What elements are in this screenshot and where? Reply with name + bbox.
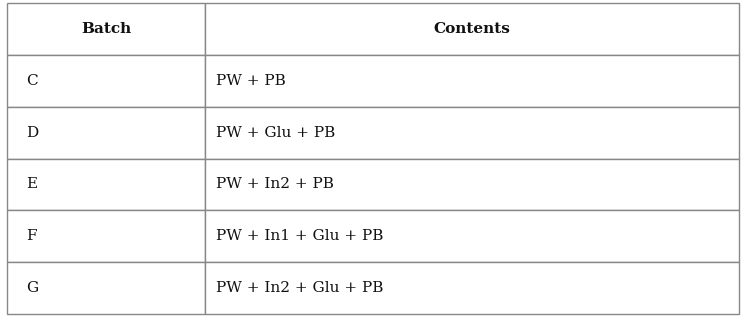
Text: G: G [26,281,38,295]
Text: D: D [26,126,38,139]
Bar [205,262,739,314]
Text: C: C [26,74,38,88]
Text: PW + PB: PW + PB [216,74,286,88]
Bar [7,107,205,158]
Text: E: E [26,178,37,191]
Bar [205,158,739,210]
Text: F: F [26,229,37,243]
Bar [205,107,739,158]
Bar [7,210,205,262]
Text: PW + In2 + PB: PW + In2 + PB [216,178,334,191]
Bar [7,262,205,314]
Bar [7,55,205,107]
Text: PW + Glu + PB: PW + Glu + PB [216,126,335,139]
Text: PW + In2 + Glu + PB: PW + In2 + Glu + PB [216,281,383,295]
Bar [7,158,205,210]
Text: Contents: Contents [433,22,510,36]
Bar [7,3,205,55]
Text: Batch: Batch [81,22,131,36]
Bar [205,210,739,262]
Bar [205,3,739,55]
Text: PW + In1 + Glu + PB: PW + In1 + Glu + PB [216,229,383,243]
Bar [205,55,739,107]
